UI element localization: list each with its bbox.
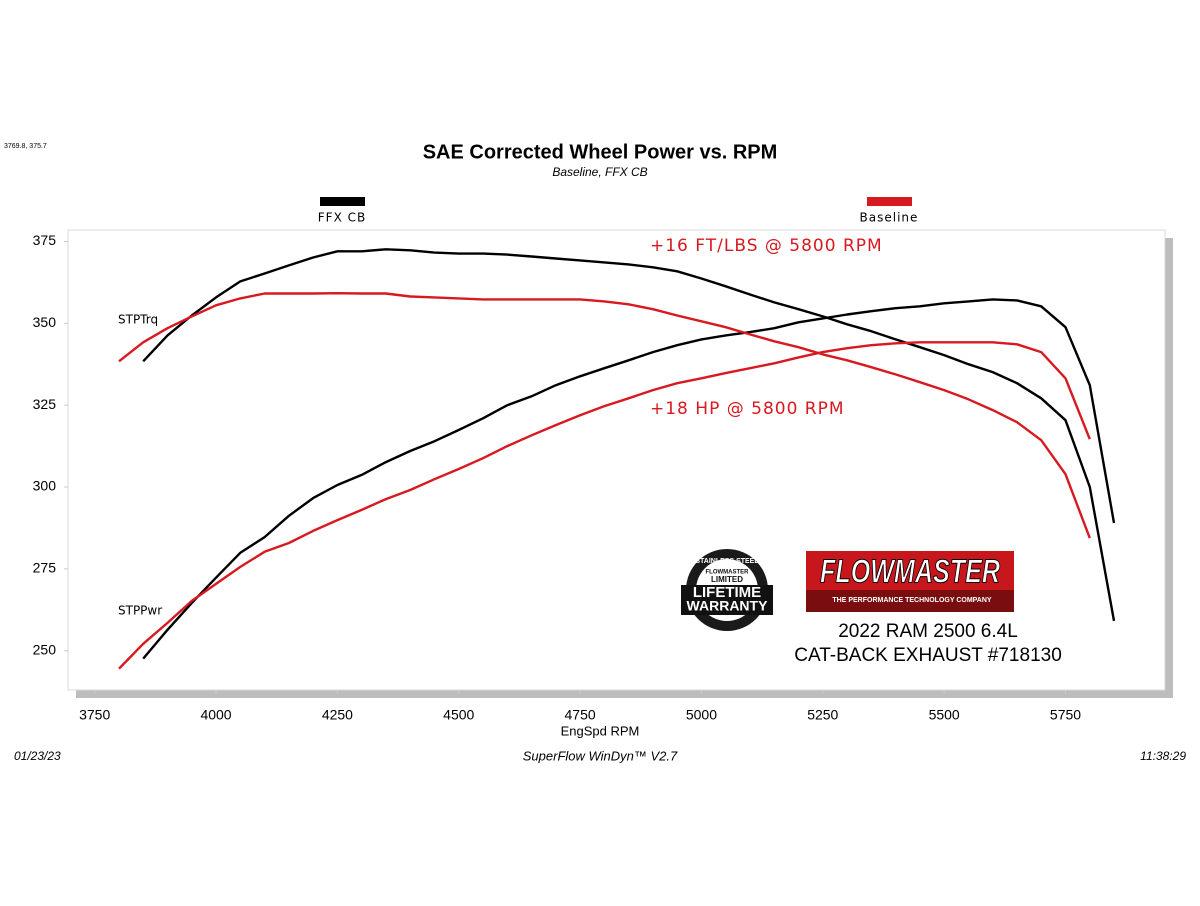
y-tick-label: 300 [33, 478, 57, 494]
x-tick-label: 5750 [1050, 707, 1081, 723]
y-tick-label: 250 [33, 641, 57, 657]
product: CAT-BACK EXHAUST #718130 [794, 645, 1062, 666]
footer-date: 01/23/23 [14, 749, 61, 763]
x-tick-label: 3750 [79, 707, 110, 723]
vehicle: 2022 RAM 2500 6.4L [838, 621, 1018, 642]
annotation: +16 FT/LBS @ 5800 RPM [650, 236, 883, 256]
y-tick-label: 375 [33, 232, 57, 248]
badge-band [681, 585, 773, 615]
torque-line [142, 248, 1116, 622]
y-tick-label: 350 [33, 314, 57, 330]
logo-tagline: THE PERFORMANCE TECHNOLOGY COMPANY [832, 597, 992, 604]
y-tick-label: 275 [33, 560, 57, 576]
power-line [118, 341, 1091, 670]
badge-text: LIFETIME [693, 584, 761, 601]
x-axis-label: EngSpd RPM [561, 723, 640, 738]
x-tick-label: 4750 [565, 707, 596, 723]
curve-label: STPTrq [118, 313, 158, 327]
warranty-badge: STAINLESS STEEL FLOWMASTER LIMITED LIFET… [681, 549, 773, 631]
x-tick-label: 4000 [200, 707, 231, 723]
badge-text: STAINLESS STEEL [695, 558, 759, 565]
badge-text: FLOWMASTER [706, 570, 750, 576]
x-tick-label: 4250 [322, 707, 353, 723]
legend-label: Baseline [860, 211, 919, 225]
badge-text: WARRANTY [687, 598, 769, 614]
legend-swatch [867, 197, 912, 206]
curve-label: STPPwr [118, 604, 162, 618]
logo-band [806, 590, 1014, 612]
flowmaster-logo: FLOWMASTER THE PERFORMANCE TECHNOLOGY CO… [806, 551, 1014, 612]
y-tick-label: 325 [33, 396, 57, 412]
footer-software: SuperFlow WinDyn™ V2.7 [523, 748, 678, 763]
badge-text: LIMITED [711, 575, 743, 584]
x-tick-label: 4500 [443, 707, 474, 723]
x-tick-label: 5250 [807, 707, 838, 723]
chart-title: SAE Corrected Wheel Power vs. RPM [423, 141, 778, 163]
logo-text: FLOWMASTER [820, 553, 1000, 590]
cursor-readout: 3769.8, 375.7 [4, 143, 47, 150]
x-tick-label: 5500 [929, 707, 960, 723]
annotation: +18 HP @ 5800 RPM [650, 399, 845, 419]
plot: 250 275 300 325 350 375 3750 4000 4250 4500 4750 50… [33, 211, 1116, 723]
chart-subtitle: Baseline, FFX CB [552, 165, 647, 179]
x-tick-label: 5000 [686, 707, 717, 723]
legend-label: FFX CB [318, 211, 366, 225]
torque-line [118, 292, 1091, 539]
plot-area [67, 229, 1166, 691]
power-line [142, 298, 1116, 660]
footer-time: 11:38:29 [1140, 749, 1186, 763]
legend-swatch [320, 197, 365, 206]
